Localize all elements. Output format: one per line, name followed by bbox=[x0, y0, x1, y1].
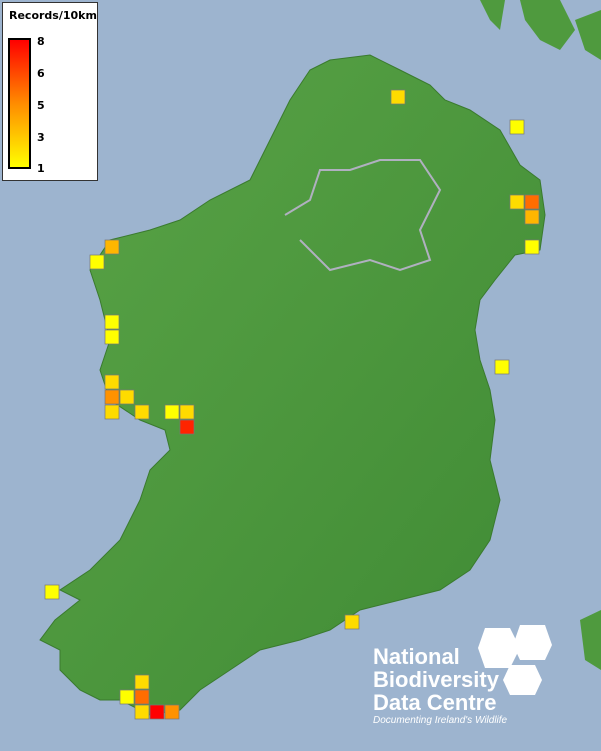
record-square[interactable] bbox=[104, 239, 120, 255]
logo-line: Biodiversity bbox=[373, 667, 499, 692]
record-square[interactable] bbox=[509, 194, 525, 210]
record-square[interactable] bbox=[104, 389, 120, 405]
color-ramp bbox=[8, 38, 31, 169]
record-square[interactable] bbox=[134, 404, 150, 420]
record-square[interactable] bbox=[524, 209, 540, 225]
logo-tagline: Documenting Ireland's Wildlife bbox=[373, 715, 508, 726]
record-square[interactable] bbox=[104, 329, 120, 345]
scotland-land bbox=[520, 0, 575, 50]
record-square[interactable] bbox=[179, 404, 195, 420]
wales-land bbox=[580, 610, 601, 670]
record-square[interactable] bbox=[164, 404, 180, 420]
record-square[interactable] bbox=[524, 194, 540, 210]
record-square[interactable] bbox=[494, 359, 510, 375]
record-squares bbox=[44, 89, 540, 720]
logo-line: National bbox=[373, 644, 460, 669]
record-square[interactable] bbox=[134, 704, 150, 720]
record-square[interactable] bbox=[164, 704, 180, 720]
legend-tick: 8 bbox=[37, 35, 45, 48]
scotland-land bbox=[575, 10, 601, 60]
legend-tick: 6 bbox=[37, 67, 45, 80]
record-square[interactable] bbox=[149, 704, 165, 720]
legend-tick: 1 bbox=[37, 162, 45, 175]
logo-line: Data Centre bbox=[373, 690, 497, 715]
scotland-land bbox=[480, 0, 505, 30]
record-square[interactable] bbox=[344, 614, 360, 630]
record-square[interactable] bbox=[44, 584, 60, 600]
record-square[interactable] bbox=[134, 689, 150, 705]
record-square[interactable] bbox=[134, 674, 150, 690]
record-square[interactable] bbox=[509, 119, 525, 135]
record-square[interactable] bbox=[104, 314, 120, 330]
legend-title: Records/10km bbox=[9, 9, 97, 22]
legend: Records/10km 8 6 5 3 1 bbox=[2, 2, 98, 181]
record-square[interactable] bbox=[179, 419, 195, 435]
record-square[interactable] bbox=[119, 389, 135, 405]
nbdc-logo: National Biodiversity Data Centre Docume… bbox=[373, 645, 507, 728]
record-square[interactable] bbox=[104, 404, 120, 420]
record-square[interactable] bbox=[390, 89, 406, 105]
legend-tick: 5 bbox=[37, 99, 45, 112]
record-square[interactable] bbox=[104, 374, 120, 390]
record-square[interactable] bbox=[89, 254, 105, 270]
legend-tick: 3 bbox=[37, 131, 45, 144]
record-square[interactable] bbox=[119, 689, 135, 705]
record-square[interactable] bbox=[524, 239, 540, 255]
border-line bbox=[284, 159, 442, 272]
